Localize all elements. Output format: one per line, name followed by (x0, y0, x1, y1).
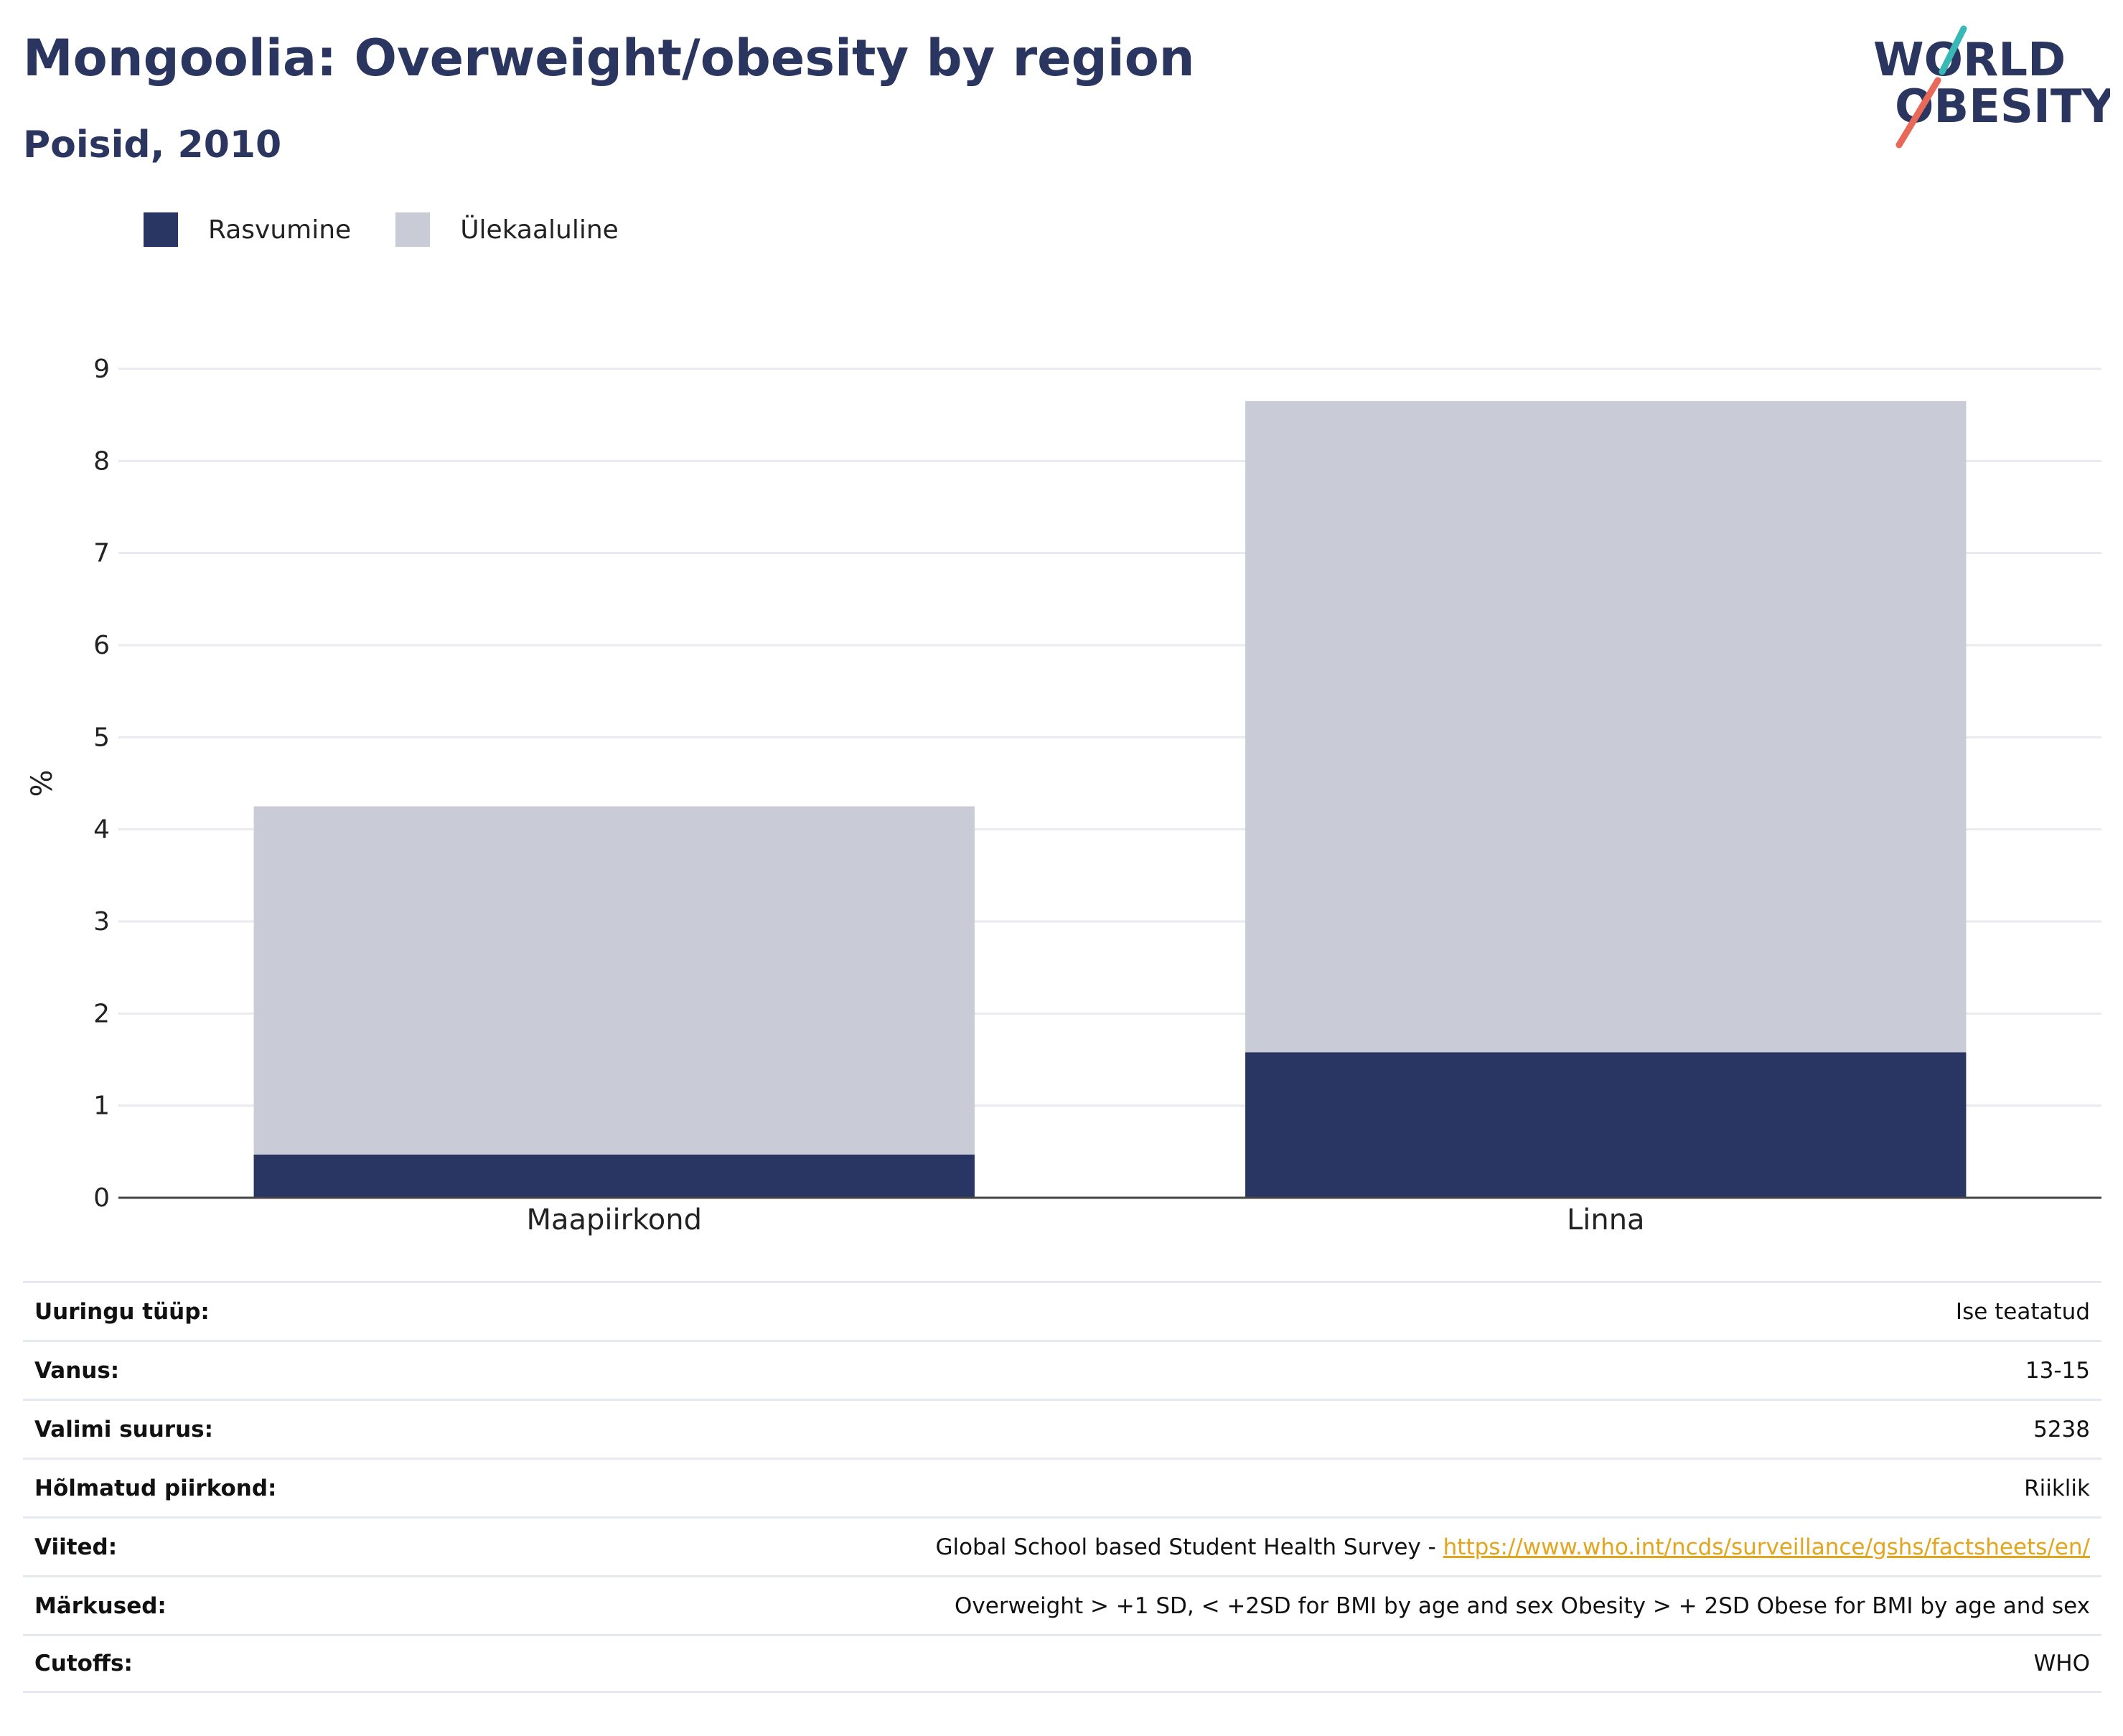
info-row: Vanus: 13-15 (23, 1340, 2101, 1399)
legend-label-rasvumine: Rasvumine (208, 215, 352, 245)
x-tick-label: Linna (1567, 1204, 1645, 1237)
info-row: Märkused: Overweight > +1 SD, < +2SD for … (23, 1575, 2101, 1634)
logo-slash-coral (1895, 77, 1941, 149)
world-obesity-logo: WORLD OBESITY (1873, 25, 2110, 149)
bar--lekaaluline-maapiirkond (253, 806, 975, 1155)
y-tick-label: 0 (93, 1183, 110, 1213)
chart-legend: Rasvumine Ülekaaluline (144, 212, 663, 247)
reference-link[interactable]: https://www.who.int/ncds/surveillance/gs… (1443, 1534, 2090, 1560)
info-label: Vanus: (34, 1357, 120, 1384)
bar-rasvumine-maapiirkond (253, 1154, 975, 1198)
info-label: Viited: (34, 1534, 118, 1560)
info-value: Ise teatatud (1955, 1298, 2090, 1325)
bar-rasvumine-linna (1245, 1052, 1967, 1198)
metadata-table: Uuringu tüüp: Ise teatatud Vanus: 13-15 Vali… (23, 1281, 2101, 1693)
info-label: Märkused: (34, 1592, 167, 1619)
y-tick-label: 7 (93, 539, 110, 568)
y-tick-label: 5 (93, 723, 110, 752)
bar--lekaaluline-linna (1245, 400, 1967, 1053)
legend-swatch-ulekaaluline (395, 212, 431, 247)
y-tick-label: 4 (93, 815, 110, 845)
y-axis-label: % (26, 769, 59, 797)
info-value: Riiklik (2024, 1475, 2090, 1501)
info-value: Overweight > +1 SD, < +2SD for BMI by ag… (955, 1592, 2090, 1619)
info-row: Viited: Global School based Student Healt… (23, 1516, 2101, 1575)
y-tick-label: 9 (93, 355, 110, 384)
info-label: Valimi suurus: (34, 1416, 213, 1442)
info-label: Uuringu tüüp: (34, 1298, 210, 1325)
x-tick-label: Maapiirkond (526, 1204, 702, 1237)
logo-word-world: WORLD (1873, 34, 2066, 87)
info-label: Cutoffs: (34, 1651, 133, 1676)
y-tick-label: 8 (93, 446, 110, 476)
chart-title: Mongoolia: Overweight/obesity by region (23, 29, 1195, 88)
info-value: 13-15 (2025, 1357, 2090, 1384)
legend-item-rasvumine[interactable]: Rasvumine (144, 212, 351, 247)
y-tick-label: 1 (93, 1092, 110, 1121)
info-value: 5238 (2033, 1416, 2090, 1442)
info-row: Valimi suurus: 5238 (23, 1399, 2101, 1458)
legend-item-ulekaaluline[interactable]: Ülekaaluline (395, 212, 619, 247)
logo-slash-teal (1939, 25, 1967, 75)
chart-subtitle: Poisid, 2010 (23, 123, 282, 166)
info-label: Hõlmatud piirkond: (34, 1475, 277, 1501)
y-tick-label: 2 (93, 999, 110, 1028)
info-row: Hõlmatud piirkond: Riiklik (23, 1458, 2101, 1516)
legend-swatch-rasvumine (144, 212, 178, 247)
y-tick-label: 6 (93, 631, 110, 660)
y-tick-label: 3 (93, 907, 110, 937)
legend-label-ulekaaluline: Ülekaaluline (460, 215, 619, 245)
info-row: Uuringu tüüp: Ise teatatud (23, 1281, 2101, 1340)
stacked-bar-chart: 0 1 2 3 4 5 6 7 8 9% Maapiirkond Linna (26, 355, 2101, 1237)
info-row: Cutoffs: WHO (23, 1634, 2101, 1693)
info-value: Global School based Student Health Surve… (935, 1534, 2090, 1560)
info-value: WHO (2033, 1651, 2090, 1676)
